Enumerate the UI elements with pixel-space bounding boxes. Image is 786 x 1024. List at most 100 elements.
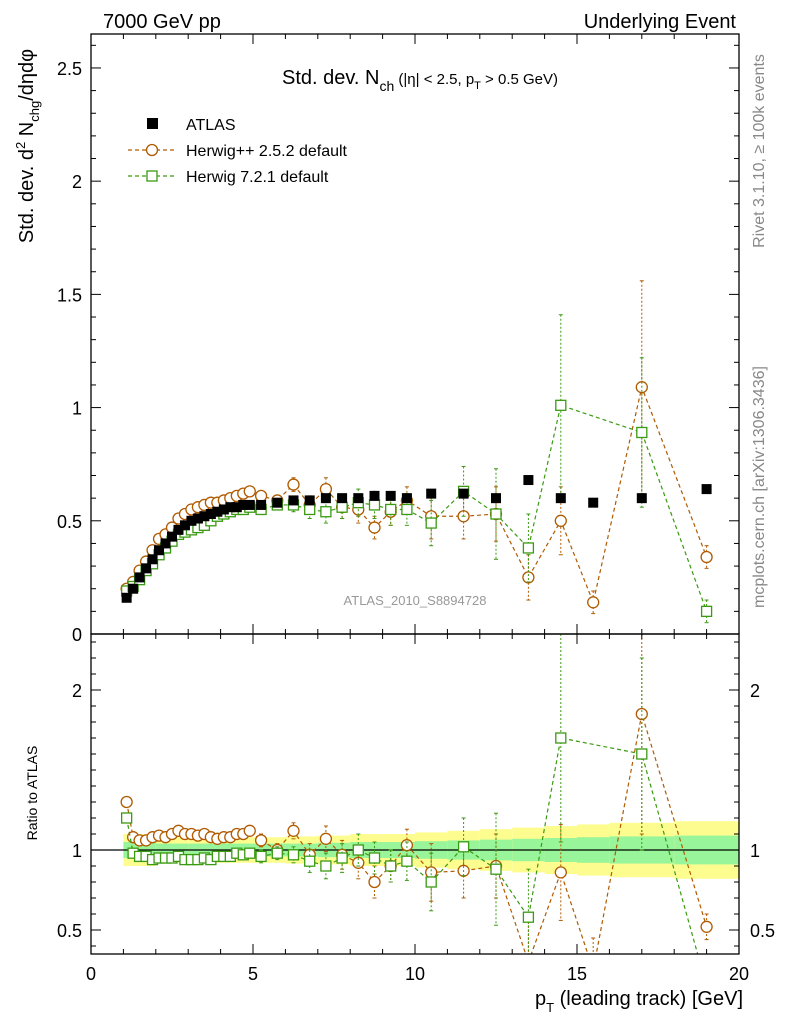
main-point-atlas [121,592,132,603]
main-point-atlas [636,493,647,504]
legend: ATLAS Herwig++ 2.5.2 default Herwig 7.2.… [128,117,348,186]
x-tick-label: 20 [729,964,749,984]
main-point-atlas [134,572,145,583]
main-point-atlas [218,504,229,515]
main-point-atlas [167,531,177,542]
ratio-plot-panel: 0 5 10 15 20 0.5 0.5 1 1 2 2 Ratio to ATLAS pT (le… [24,633,775,1015]
ratio-y-tick-label-left: 1 [72,841,82,861]
ratio-point-square [555,732,567,744]
ratio-y-tick-label-right: 2 [750,681,760,701]
main-point-square [700,605,713,618]
main-point-square [401,503,413,516]
legend-marker-herwigpp [145,143,159,157]
main-point-atlas [186,515,197,526]
ratio-point-square [271,847,283,859]
main-point-atlas [288,495,299,506]
main-point-circle [287,478,300,491]
ratio-point-circle [400,839,414,852]
y-axis-label: Std. dev. d2 Nchg/dηdφ [13,49,42,243]
ratio-y-tick-label-left: 0.5 [57,921,82,941]
main-point-circle [319,482,333,496]
legend-marker-atlas [147,118,158,129]
ratio-point-square [120,812,133,824]
main-point-square [336,501,348,513]
main-point-atlas [173,524,184,535]
legend-label-herwigpp: Herwig++ 2.5.2 default [186,143,348,160]
main-point-atlas [401,493,412,504]
main-point-atlas [523,475,534,486]
main-series-line [126,385,708,605]
main-point-square [636,426,648,439]
main-point-atlas [369,490,380,501]
ratio-point-square [522,911,535,923]
main-point-atlas [588,497,599,508]
main-point-square [304,503,316,516]
ratio-point-circle [588,965,599,976]
main-point-circle [254,489,268,503]
x-tick-label: 5 [248,964,258,984]
main-point-atlas [238,499,249,510]
main-point-circle [243,485,256,498]
ratio-point-circle [700,920,713,933]
main-y-tick-label: 1.5 [57,285,82,305]
main-point-atlas [491,493,501,504]
main-point-atlas [205,509,216,519]
ratio-point-square [244,847,256,859]
main-point-atlas [272,497,283,508]
main-point-atlas [179,520,190,531]
process-label: Underlying Event [584,11,737,33]
main-point-circle [587,596,600,609]
mcplots-label: mcplots.cern.ch [arXiv:1306.3436] [751,366,768,608]
ratio-point-square [287,849,300,861]
main-point-circle [554,514,567,527]
x-tick-label: 15 [567,964,587,984]
main-y-tick-label: 0 [72,625,82,645]
main-point-atlas [141,563,152,574]
main-y-tick-label: 2.5 [57,59,82,79]
main-point-circle [700,550,713,564]
main-point-square [368,499,381,511]
main-point-atlas [555,493,566,504]
ratio-point-square [368,852,381,864]
main-point-atlas [385,490,396,501]
main-plot-panel: 0 0.5 1 1.5 2 2.5 Std. dev. Nch (|η| < 2.5, p… [13,33,740,645]
main-point-circle [522,571,535,584]
main-point-atlas [128,583,139,594]
ratio-point-circle [319,832,333,845]
plot-title: Std. dev. Nch (|η| < 2.5, pT > 0.5 GeV) [282,67,558,94]
x-tick-label: 0 [86,964,96,984]
analysis-id-label: ATLAS_2010_S8894728 [344,593,487,608]
main-point-atlas [244,499,255,510]
main-point-atlas [225,502,236,513]
legend-label-atlas: ATLAS [186,117,236,134]
main-point-square [425,517,437,529]
ratio-point-square [490,863,502,875]
ratio-point-square [401,855,413,867]
ratio-point-square [385,860,397,872]
x-tick-label: 10 [405,964,425,984]
ratio-point-square [304,855,316,867]
ratio-point-circle [254,834,268,847]
main-y-tick-label: 2 [72,172,82,192]
ratio-y-tick-label-right: 0.5 [750,921,775,941]
ratio-y-axis-label: Ratio to ATLAS [24,746,40,841]
ratio-point-square [352,844,364,856]
main-point-square [522,542,535,554]
main-point-atlas [320,493,331,504]
ratio-point-circle [554,866,567,879]
ratio-point-circle [425,866,438,879]
ratio-point-circle [368,875,381,889]
energy-label: 7000 GeV pp [103,11,221,33]
ratio-y-tick-label-left: 2 [72,681,82,701]
main-point-atlas [160,538,171,549]
main-point-atlas [192,513,203,524]
ratio-point-square [320,860,332,872]
ratio-y-tick-label-right: 1 [750,841,760,861]
main-point-atlas [458,488,469,499]
legend-label-herwig7: Herwig 7.2.1 default [186,169,329,186]
main-point-atlas [147,554,158,565]
ratio-point-circle [243,824,256,837]
main-point-atlas [353,493,364,504]
main-point-atlas [701,484,712,495]
